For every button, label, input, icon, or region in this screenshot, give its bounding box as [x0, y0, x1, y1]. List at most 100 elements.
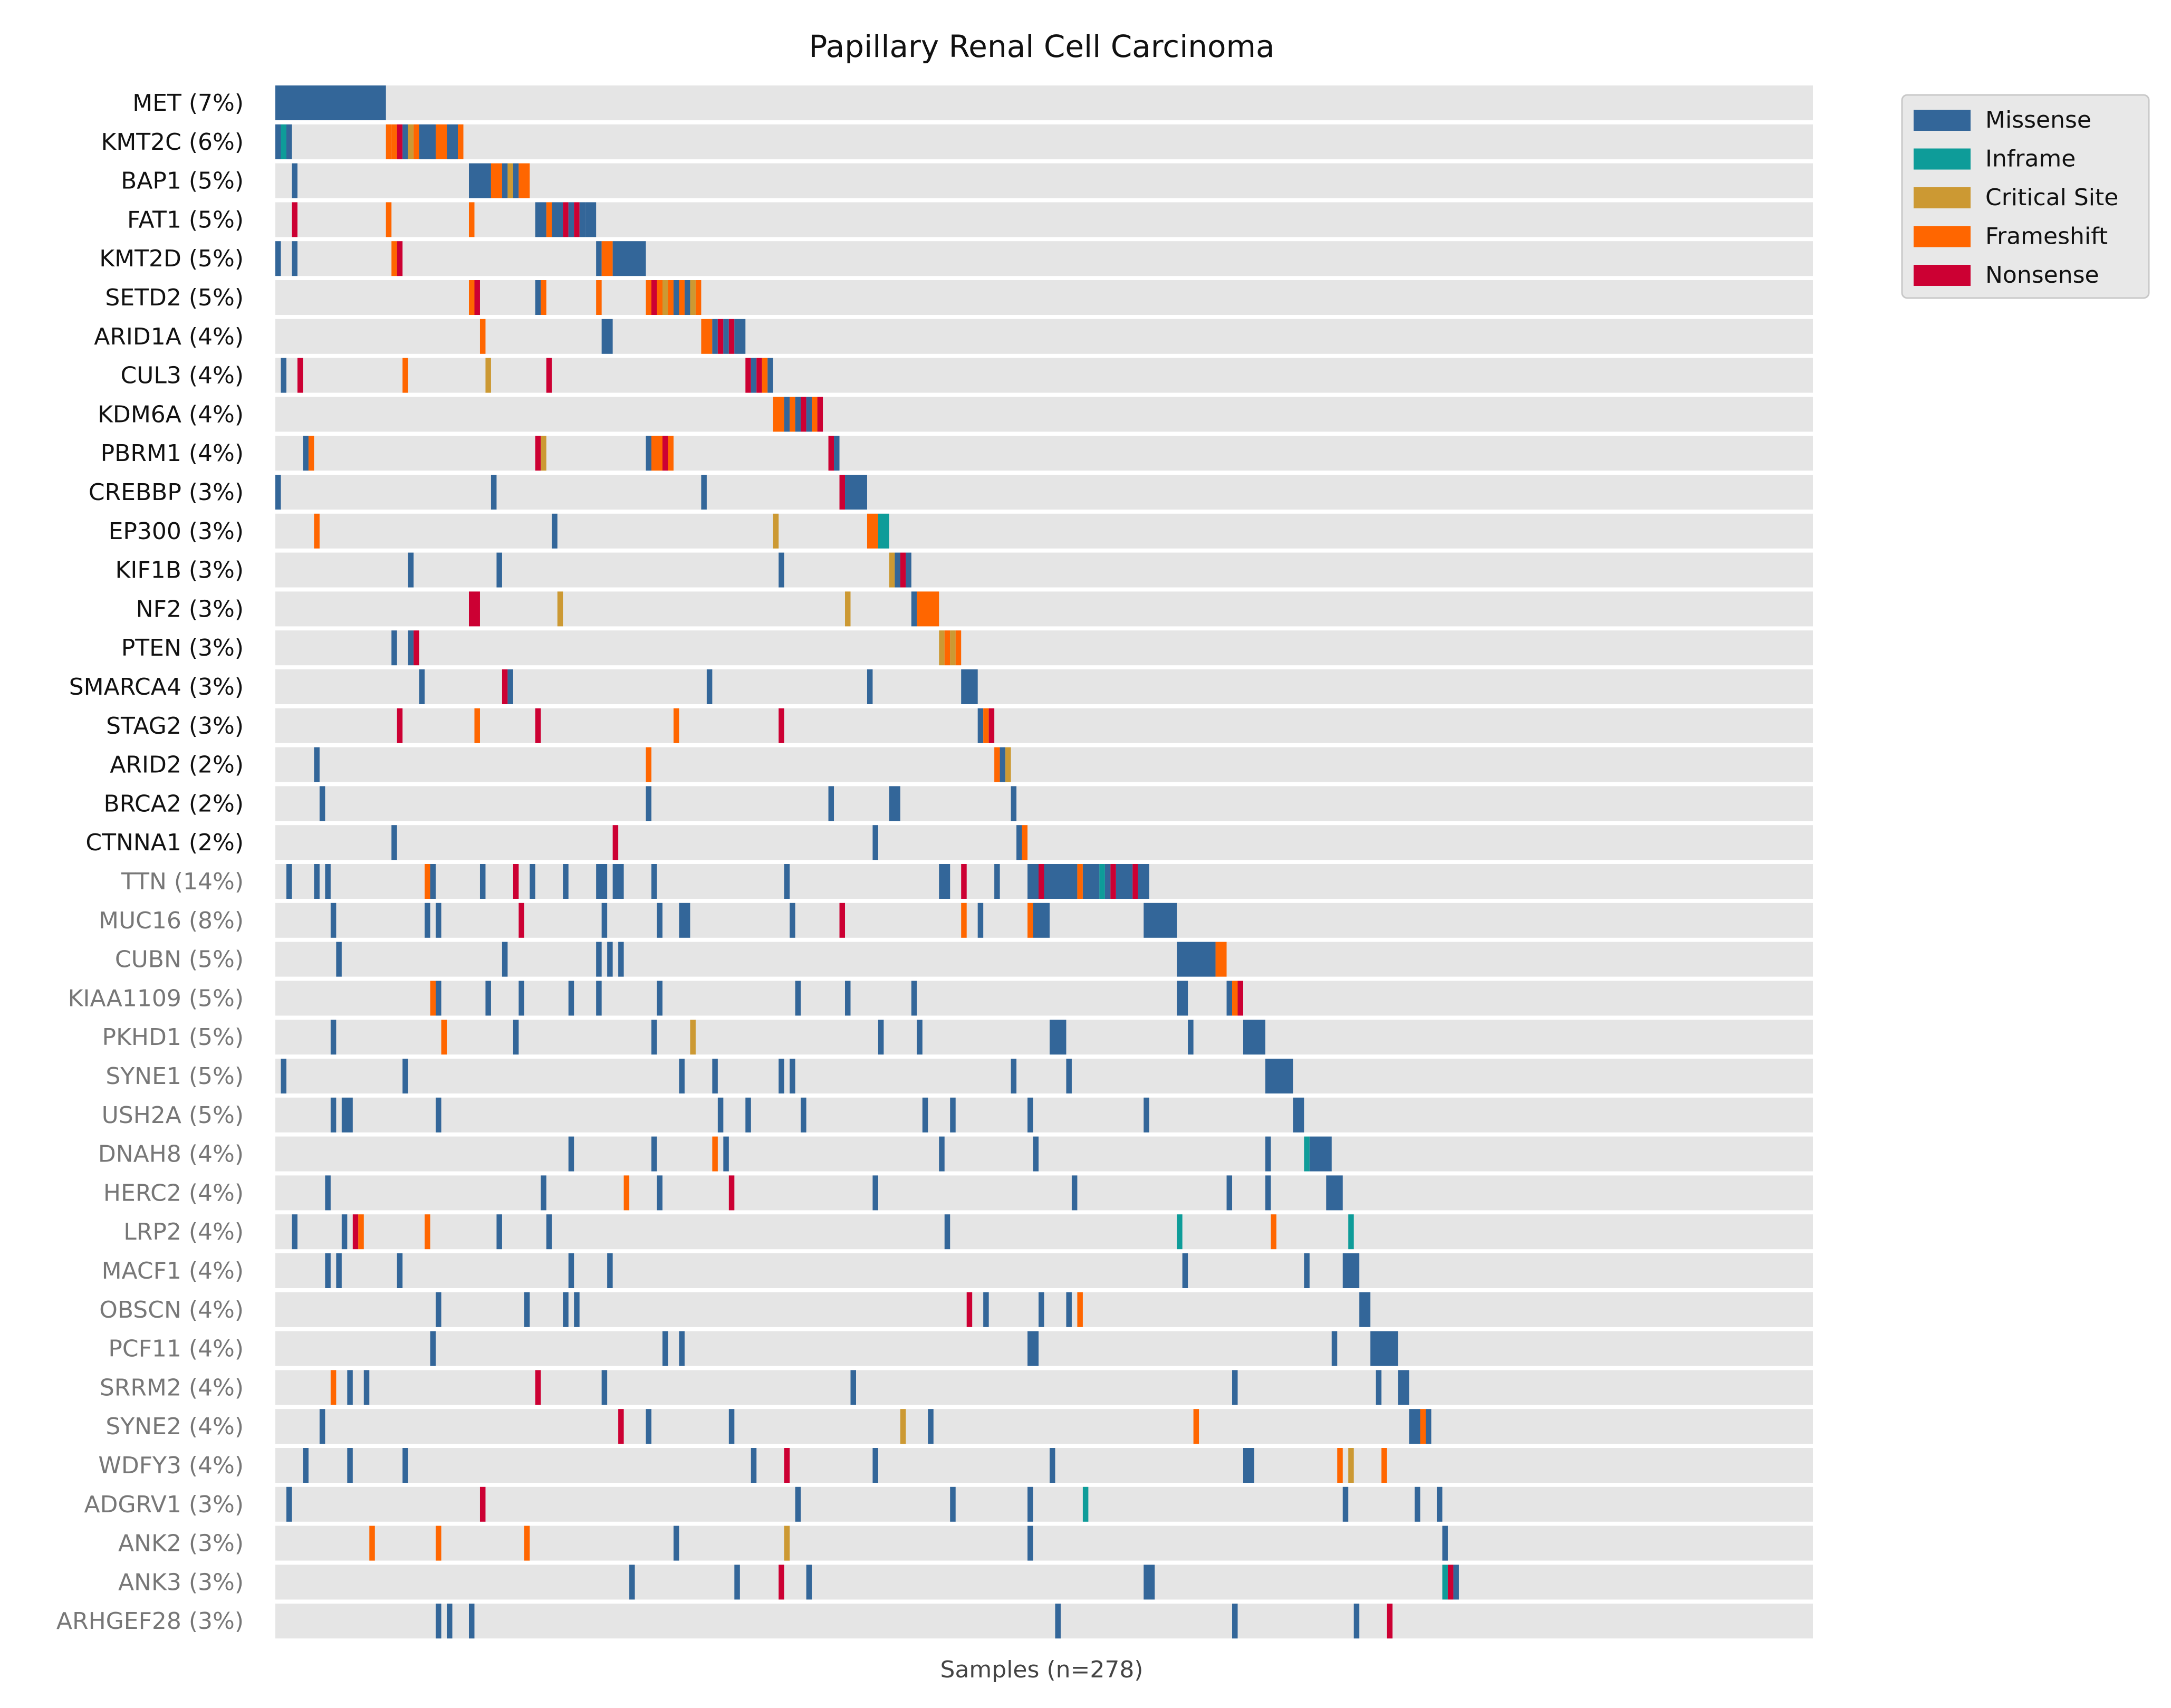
mutation-mark-crebbp-missense [845, 475, 867, 510]
mutation-mark-arhgef28-missense [436, 1604, 441, 1639]
mutation-mark-brca2-missense [646, 786, 652, 821]
mutation-mark-pcf11-missense [430, 1331, 436, 1366]
mutation-mark-ank2-frameshift [436, 1525, 441, 1561]
mutation-mark-setd2-missense [684, 280, 690, 315]
mutation-mark-lrp2-inframe [1348, 1214, 1354, 1250]
mutation-mark-stag2-frameshift [474, 708, 480, 743]
mutation-mark-herc2-missense [1226, 1175, 1233, 1211]
mutation-mark-kmt2d-missense [596, 241, 602, 276]
mutation-mark-herc2-frameshift [623, 1175, 630, 1211]
mutation-mark-macf1-missense [336, 1253, 342, 1288]
mutation-mark-obscn-missense [1359, 1292, 1371, 1327]
gene-label-brca2: BRCA2 (2%) [103, 790, 244, 817]
mutation-mark-pkhd1-missense [1188, 1020, 1194, 1055]
mutation-mark-cul3-nonsense [756, 358, 762, 393]
mutation-mark-ttn-nonsense [961, 864, 967, 899]
mutation-mark-adgrv1-missense [286, 1486, 292, 1522]
mutation-mark-bap1-missense [513, 163, 519, 198]
mutation-mark-ank3-inframe [1442, 1565, 1448, 1600]
gene-label-ep300: EP300 (3%) [109, 518, 244, 545]
mutation-mark-ttn-nonsense [1039, 864, 1044, 899]
mutation-mark-ttn-frameshift [425, 864, 430, 899]
mutation-mark-lrp2-missense [341, 1214, 348, 1250]
mutation-mark-ctnna1-missense [872, 825, 878, 860]
mutation-mark-dnah8-missense [1309, 1136, 1332, 1172]
mutation-mark-lrp2-missense [546, 1214, 552, 1250]
mutation-mark-wdfy3-frameshift [1381, 1448, 1387, 1483]
gene-label-pbrm1: PBRM1 (4%) [101, 440, 244, 467]
gene-label-pkhd1: PKHD1 (5%) [102, 1024, 244, 1051]
legend-label-nonsense: Nonsense [1985, 262, 2099, 289]
mutation-mark-pbrm1-nonsense [662, 436, 668, 471]
mutation-mark-kdm6a-frameshift [812, 397, 818, 432]
mutation-mark-syne1-missense [402, 1059, 408, 1093]
mutation-mark-cul3-frameshift [762, 358, 768, 393]
mutation-mark-kdm6a-frameshift [773, 397, 784, 432]
gene-row-setd2 [469, 280, 702, 315]
row-bg-kif1b [275, 552, 1813, 588]
mutation-mark-srrm2-frameshift [330, 1370, 337, 1405]
mutation-mark-arhgef28-missense [1353, 1604, 1360, 1639]
mutation-mark-ep300-frameshift [314, 513, 320, 549]
mutation-mark-setd2-frameshift [668, 280, 674, 315]
mutation-mark-wdfy3-missense [872, 1448, 878, 1483]
row-bg-ep300 [275, 513, 1813, 549]
row-bg-fat1 [275, 202, 1813, 237]
mutation-mark-ttn-missense [1116, 864, 1133, 899]
mutation-mark-syne2-missense [1409, 1409, 1420, 1444]
mutation-mark-muc16-nonsense [839, 903, 846, 938]
mutation-mark-herc2-missense [657, 1175, 662, 1211]
legend-swatch-critical-site [1914, 187, 1971, 208]
mutation-mark-arhgef28-missense [469, 1604, 475, 1639]
gene-label-dnah8: DNAH8 (4%) [98, 1141, 244, 1168]
mutation-mark-ank2-missense [673, 1525, 679, 1561]
mutation-mark-cul3-missense [751, 358, 757, 393]
mutation-mark-kiaa1109-missense [1177, 981, 1188, 1016]
gene-labels: MET (7%) KMT2C (6%) BAP1 (5%) FAT1 (5%) KMT2… [56, 90, 244, 1635]
mutation-mark-cul3-missense [281, 358, 286, 393]
mutation-mark-pkhd1-missense [513, 1020, 519, 1055]
mutation-mark-herc2-missense [1326, 1175, 1343, 1211]
mutation-mark-obscn-missense [983, 1292, 989, 1327]
row-bg-adgrv1 [275, 1486, 1813, 1522]
mutation-mark-ctnna1-nonsense [612, 825, 619, 860]
mutation-mark-kmt2d-missense [292, 241, 297, 276]
mutation-mark-kdm6a-missense [795, 397, 801, 432]
mutation-mark-setd2-frameshift [695, 280, 702, 315]
mutation-mark-adgrv1-missense [950, 1486, 956, 1522]
mutation-mark-syne1-missense [1011, 1059, 1017, 1093]
mutation-mark-macf1-missense [1342, 1253, 1360, 1288]
mutation-mark-cubn-missense [607, 942, 613, 977]
mutation-mark-syne2-critical-site [900, 1409, 906, 1444]
gene-label-syne2: SYNE2 (4%) [105, 1413, 244, 1440]
gene-label-ctnna1: CTNNA1 (2%) [85, 829, 244, 856]
mutation-mark-obscn-missense [1039, 1292, 1044, 1327]
gene-label-fat1: FAT1 (5%) [127, 206, 244, 233]
mutation-mark-dnah8-missense [1033, 1136, 1039, 1172]
plot-background [275, 85, 1813, 1639]
mutation-mark-pkhd1-missense [1243, 1020, 1265, 1055]
row-bg-kmt2c [275, 124, 1813, 159]
gene-label-macf1: MACF1 (4%) [102, 1258, 244, 1284]
mutation-mark-ush2a-missense [1144, 1097, 1149, 1133]
row-bg-bap1 [275, 163, 1813, 198]
mutation-mark-ush2a-missense [950, 1097, 956, 1133]
row-bg-cul3 [275, 358, 1813, 393]
gene-row-stag2 [397, 708, 995, 743]
mutation-mark-ttn-missense [430, 864, 436, 899]
mutation-mark-syne2-missense [646, 1409, 652, 1444]
mutation-mark-stag2-nonsense [779, 708, 784, 743]
mutation-mark-srrm2-missense [1376, 1370, 1382, 1405]
row-bg-herc2 [275, 1175, 1813, 1211]
mutation-mark-kiaa1109-missense [911, 981, 917, 1016]
mutation-mark-setd2-critical-site [662, 280, 668, 315]
mutation-mark-kiaa1109-missense [845, 981, 851, 1016]
mutation-mark-setd2-critical-site [690, 280, 696, 315]
mutation-mark-herc2-missense [541, 1175, 546, 1211]
mutation-mark-kiaa1109-frameshift [1232, 981, 1238, 1016]
mutation-mark-arid2-frameshift [646, 747, 652, 782]
mutation-mark-fat1-frameshift [546, 202, 552, 237]
mutation-mark-cul3-critical-site [485, 358, 491, 393]
mutation-mark-kiaa1109-missense [795, 981, 801, 1016]
